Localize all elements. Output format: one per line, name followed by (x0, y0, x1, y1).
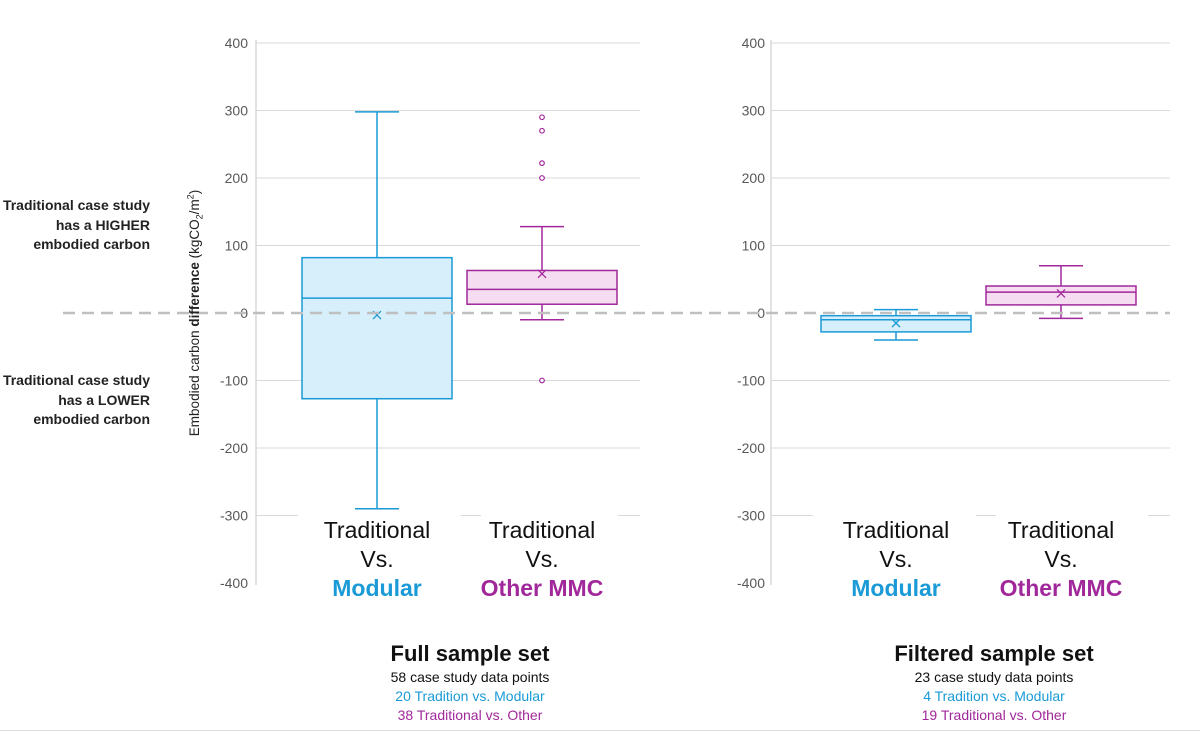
note-other: 38 Traditional vs. Other (397, 707, 543, 723)
outlier-point (539, 175, 545, 181)
y-tick-label: 300 (225, 103, 249, 119)
x-category-label: Traditional Vs. Modular (292, 516, 462, 603)
note-modular: 20 Tradition vs. Modular (395, 688, 545, 704)
y-tick-label: -200 (737, 440, 765, 456)
category-line: Vs. (525, 546, 559, 572)
y-tick-label: -100 (220, 373, 248, 389)
mean-marker (537, 269, 547, 279)
outlier-point (539, 160, 545, 167)
y-axis-label: Embodied carbon difference (kgCO2/m2) (185, 189, 205, 437)
y-tick-label: 400 (742, 35, 766, 51)
iqr-box (301, 256, 453, 400)
y-tick-label: 100 (742, 238, 766, 254)
y-tick-label: 100 (225, 238, 249, 254)
x-category-label: Traditional Vs. Modular (811, 516, 981, 603)
y-tick-label: 400 (225, 35, 249, 51)
panel-title: Full sample set (390, 641, 550, 666)
category-line: Modular (332, 575, 422, 601)
y-tick-label: -300 (737, 508, 765, 524)
y-tick-label: -400 (737, 575, 765, 591)
note-modular: 4 Tradition vs. Modular (923, 688, 1065, 704)
iqr-box (466, 269, 618, 305)
y-tick-label: -400 (220, 575, 248, 591)
panel-subtitle: 23 case study data points (914, 669, 1074, 685)
category-line: Modular (851, 575, 941, 601)
category-line: Other MMC (999, 575, 1123, 601)
footer-full: Full sample set 58 case study data point… (270, 640, 670, 725)
note-other: 19 Traditional vs. Other (921, 707, 1067, 723)
category-line: Other MMC (480, 575, 604, 601)
category-line: Traditional (488, 517, 596, 543)
panel-title: Filtered sample set (894, 641, 1094, 666)
category-line: Traditional (323, 517, 431, 543)
category-line: Vs. (1044, 546, 1078, 572)
y-tick-label: 300 (742, 103, 766, 119)
x-category-label: Traditional Vs. Other MMC (976, 516, 1146, 603)
y-tick-label: -300 (220, 508, 248, 524)
lower-annotation: Traditional case study has a LOWER embod… (2, 372, 150, 427)
higher-annotation: Traditional case study has a HIGHER embo… (2, 197, 150, 252)
y-tick-label: 200 (742, 170, 766, 186)
outlier-point (539, 114, 545, 121)
category-line: Vs. (879, 546, 913, 572)
panel-subtitle: 58 case study data points (390, 669, 550, 685)
mean-marker (891, 318, 901, 328)
outlier-point (539, 377, 545, 384)
y-tick-label: 0 (757, 305, 765, 321)
category-line: Vs. (360, 546, 394, 572)
footer-filtered: Filtered sample set 23 case study data p… (794, 640, 1194, 725)
category-line: Traditional (842, 517, 950, 543)
iqr-box (985, 285, 1137, 306)
outlier-point (539, 127, 545, 134)
x-category-label: Traditional Vs. Other MMC (457, 516, 627, 603)
y-tick-label: 200 (225, 170, 249, 186)
divider (0, 730, 1200, 731)
category-line: Traditional (1007, 517, 1115, 543)
mean-marker (1056, 288, 1066, 298)
y-tick-label: -100 (737, 373, 765, 389)
y-tick-label: -200 (220, 440, 248, 456)
